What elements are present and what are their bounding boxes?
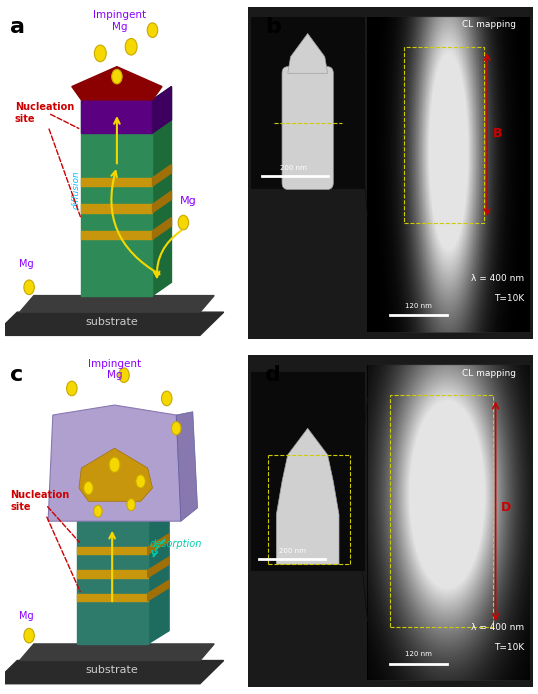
Text: 120 nm: 120 nm <box>405 303 432 309</box>
Polygon shape <box>148 508 169 644</box>
Circle shape <box>84 482 93 495</box>
Text: Impingent
Mg: Impingent Mg <box>88 359 141 380</box>
Circle shape <box>24 628 34 643</box>
Circle shape <box>127 498 136 511</box>
Polygon shape <box>152 191 172 212</box>
Circle shape <box>172 422 181 435</box>
Text: Mg: Mg <box>180 196 196 206</box>
Text: diffusion: diffusion <box>72 170 81 209</box>
Text: 200 nm: 200 nm <box>280 165 307 171</box>
Circle shape <box>94 505 102 517</box>
Text: λ = 400 nm: λ = 400 nm <box>471 275 524 283</box>
Text: 200 nm: 200 nm <box>279 548 306 555</box>
Text: λ = 400 nm: λ = 400 nm <box>471 623 524 632</box>
Circle shape <box>67 381 77 396</box>
Text: desorption: desorption <box>150 539 202 550</box>
Circle shape <box>161 391 172 406</box>
Polygon shape <box>81 204 152 212</box>
Text: T=10K: T=10K <box>494 643 524 652</box>
Polygon shape <box>81 178 152 186</box>
Circle shape <box>112 69 122 84</box>
Polygon shape <box>19 296 214 312</box>
Circle shape <box>109 457 120 473</box>
Text: Mg: Mg <box>19 259 34 269</box>
Polygon shape <box>81 231 152 239</box>
Text: substrate: substrate <box>86 317 138 327</box>
Polygon shape <box>0 312 224 335</box>
FancyBboxPatch shape <box>367 365 530 680</box>
FancyBboxPatch shape <box>251 372 365 571</box>
Polygon shape <box>277 428 339 564</box>
Polygon shape <box>72 67 162 100</box>
Polygon shape <box>288 33 328 74</box>
Polygon shape <box>176 412 197 521</box>
Text: d: d <box>265 365 281 385</box>
Polygon shape <box>0 661 224 684</box>
Polygon shape <box>81 100 152 133</box>
Circle shape <box>136 475 145 488</box>
Text: c: c <box>10 365 23 385</box>
Polygon shape <box>81 100 152 296</box>
Text: Mg: Mg <box>19 611 34 620</box>
Text: D: D <box>501 501 512 514</box>
Text: B: B <box>493 126 502 139</box>
Circle shape <box>94 45 106 62</box>
FancyBboxPatch shape <box>367 17 530 332</box>
Polygon shape <box>152 87 172 296</box>
Text: b: b <box>265 17 281 37</box>
Polygon shape <box>19 644 214 661</box>
Polygon shape <box>76 570 148 577</box>
Polygon shape <box>79 448 152 501</box>
Text: T=10K: T=10K <box>494 294 524 303</box>
Text: Nucleation
site: Nucleation site <box>10 491 69 512</box>
Text: 120 nm: 120 nm <box>405 651 432 657</box>
Text: CL mapping: CL mapping <box>462 20 515 29</box>
Polygon shape <box>152 87 172 133</box>
FancyBboxPatch shape <box>251 17 365 189</box>
Polygon shape <box>76 593 148 601</box>
Text: Impingent
Mg: Impingent Mg <box>93 10 146 32</box>
Text: substrate: substrate <box>86 666 138 675</box>
Circle shape <box>125 38 137 55</box>
Polygon shape <box>148 534 169 555</box>
Text: a: a <box>10 17 25 37</box>
Polygon shape <box>48 405 181 521</box>
Circle shape <box>119 368 129 382</box>
Polygon shape <box>152 218 172 239</box>
Polygon shape <box>76 547 148 555</box>
Polygon shape <box>152 164 172 186</box>
Text: CL mapping: CL mapping <box>462 369 515 378</box>
Circle shape <box>24 280 34 294</box>
Circle shape <box>178 215 188 230</box>
Polygon shape <box>148 557 169 577</box>
Text: Nucleation
site: Nucleation site <box>15 102 74 124</box>
Circle shape <box>147 23 158 37</box>
Polygon shape <box>148 580 169 601</box>
Polygon shape <box>76 521 148 644</box>
FancyBboxPatch shape <box>282 67 334 189</box>
